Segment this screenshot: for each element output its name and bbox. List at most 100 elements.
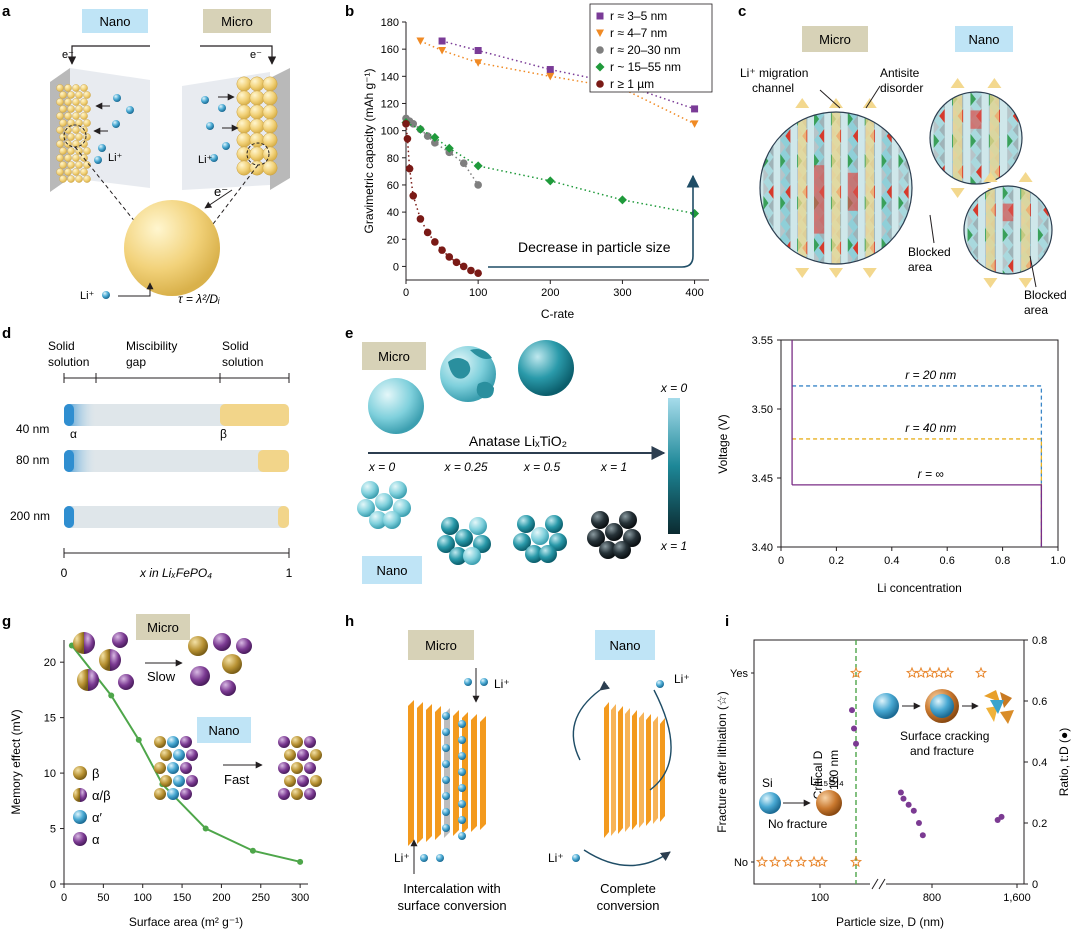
nano-particle xyxy=(186,775,198,787)
micro-label: Micro xyxy=(221,14,253,29)
lattice-polyhedron xyxy=(898,154,904,168)
critical-size-label: ~ 150 nm xyxy=(827,750,841,800)
micro-grain xyxy=(262,76,278,92)
plateau-line xyxy=(792,484,1043,547)
lattice-polyhedron xyxy=(881,252,887,264)
crystal-outline xyxy=(759,111,913,265)
si-particle xyxy=(873,693,899,719)
panel-letter-a: a xyxy=(2,3,11,20)
series-label: r = ∞ xyxy=(918,467,945,481)
channel-arrow-tip xyxy=(829,268,843,278)
lattice-polyhedron xyxy=(976,165,982,179)
nano-particle-x05 xyxy=(513,533,531,551)
label-leader xyxy=(929,214,935,244)
nano-label-box xyxy=(955,26,1013,52)
li-label: Li⁺ xyxy=(494,677,510,691)
conversion-layer xyxy=(444,708,450,838)
blocked-area-label: Blocked xyxy=(908,245,951,259)
ion-arrow xyxy=(118,282,154,297)
solid-solution-label: solution xyxy=(48,355,89,369)
y-tick-label: 3.45 xyxy=(752,473,773,485)
cell-wall xyxy=(70,68,150,188)
lisi-label: Li₁₅Si₄ xyxy=(810,774,844,788)
blocked-area-label: area xyxy=(908,260,932,274)
lattice-polyhedron xyxy=(847,154,853,168)
nano-grain xyxy=(75,133,83,141)
nano-particle-x1 xyxy=(623,529,641,547)
alpha-beta-particle-half xyxy=(73,632,84,654)
conversion-layer xyxy=(611,704,616,836)
nano-grain xyxy=(83,105,91,113)
channel-arrow-tip xyxy=(1018,172,1033,182)
fracture-star xyxy=(905,666,919,679)
x-tick-label: 150 xyxy=(173,892,191,904)
channel-arrow-tip xyxy=(950,188,965,198)
beta-label: β xyxy=(220,427,227,441)
lithium-ion xyxy=(464,678,472,686)
nano-particle-x05 xyxy=(525,545,543,563)
x-tick-label: 1,600 xyxy=(1003,892,1031,904)
channel-arrow-tip xyxy=(829,98,843,108)
lattice-polyhedron xyxy=(933,120,940,134)
nano-particle xyxy=(284,749,296,761)
lattice-polyhedron xyxy=(785,157,791,171)
nano-label: Nano xyxy=(99,14,130,29)
micro-label-box xyxy=(362,342,426,370)
axis-tick-1: 1 xyxy=(286,566,293,580)
lattice-polyhedron xyxy=(819,129,825,143)
nano-particle xyxy=(167,736,179,748)
nano-particle-x0 xyxy=(393,499,411,517)
data-point xyxy=(416,37,425,46)
data-point xyxy=(416,215,425,223)
nano-grain xyxy=(75,105,83,113)
lattice-polyhedron xyxy=(768,213,774,227)
x-tick-label: 100 xyxy=(469,287,487,299)
blocked-area xyxy=(1002,203,1014,222)
lithium-ion xyxy=(201,96,209,104)
lattice-polyhedron xyxy=(763,196,769,210)
nano-grain xyxy=(67,175,75,183)
phase-bars xyxy=(64,404,289,528)
nano-grain xyxy=(67,133,75,141)
axis-tick-0: 0 xyxy=(61,566,68,580)
micro-grain xyxy=(236,90,252,106)
conversion-layer xyxy=(453,710,459,836)
lattice-polyhedron xyxy=(881,112,887,126)
micro-grain xyxy=(249,146,265,162)
data-point xyxy=(473,161,483,171)
li-label: Li⁺ xyxy=(674,672,690,686)
x-tick-label: 0.4 xyxy=(884,555,899,567)
nano-grain xyxy=(75,91,83,99)
nano-particle xyxy=(304,762,316,774)
lattice-polyhedron xyxy=(1012,165,1019,179)
nano-grain xyxy=(72,98,80,106)
y-axis-label: Memory effect (mV) xyxy=(9,709,23,814)
lattice-polyhedron xyxy=(852,227,858,241)
y-tick-label: 3.55 xyxy=(752,335,773,347)
lattice-polyhedron xyxy=(886,199,892,213)
nano-particle-x05 xyxy=(517,515,535,533)
si-particle xyxy=(759,792,781,814)
conversion-layer xyxy=(408,700,414,846)
micro-particle-domain xyxy=(470,349,492,359)
lattice-polyhedron xyxy=(972,217,979,231)
lattice-polyhedron xyxy=(1043,217,1049,231)
x-tick-label: 0 xyxy=(403,287,409,299)
nano-particle xyxy=(154,736,166,748)
nano-grain xyxy=(80,84,88,92)
nano-grain xyxy=(72,112,80,120)
lattice-polyhedron xyxy=(967,228,973,242)
plateau-line xyxy=(792,438,1043,547)
data-point xyxy=(444,143,454,153)
micro-grain xyxy=(236,160,252,176)
data-point xyxy=(402,120,410,128)
lattice-polyhedron xyxy=(763,252,769,264)
migration-channel xyxy=(953,92,963,184)
voltage-chart: 0 0.2 0.4 0.6 0.8 1.0 3.40 3.45 3.50 3.55 Li conce… xyxy=(716,335,1066,595)
nano-grain xyxy=(56,140,64,148)
nano-grain xyxy=(72,168,80,176)
conversion-layer xyxy=(480,716,486,830)
conversion-layer xyxy=(417,702,423,844)
lattice-polyhedron xyxy=(903,227,909,241)
lithium-ion xyxy=(458,832,466,840)
